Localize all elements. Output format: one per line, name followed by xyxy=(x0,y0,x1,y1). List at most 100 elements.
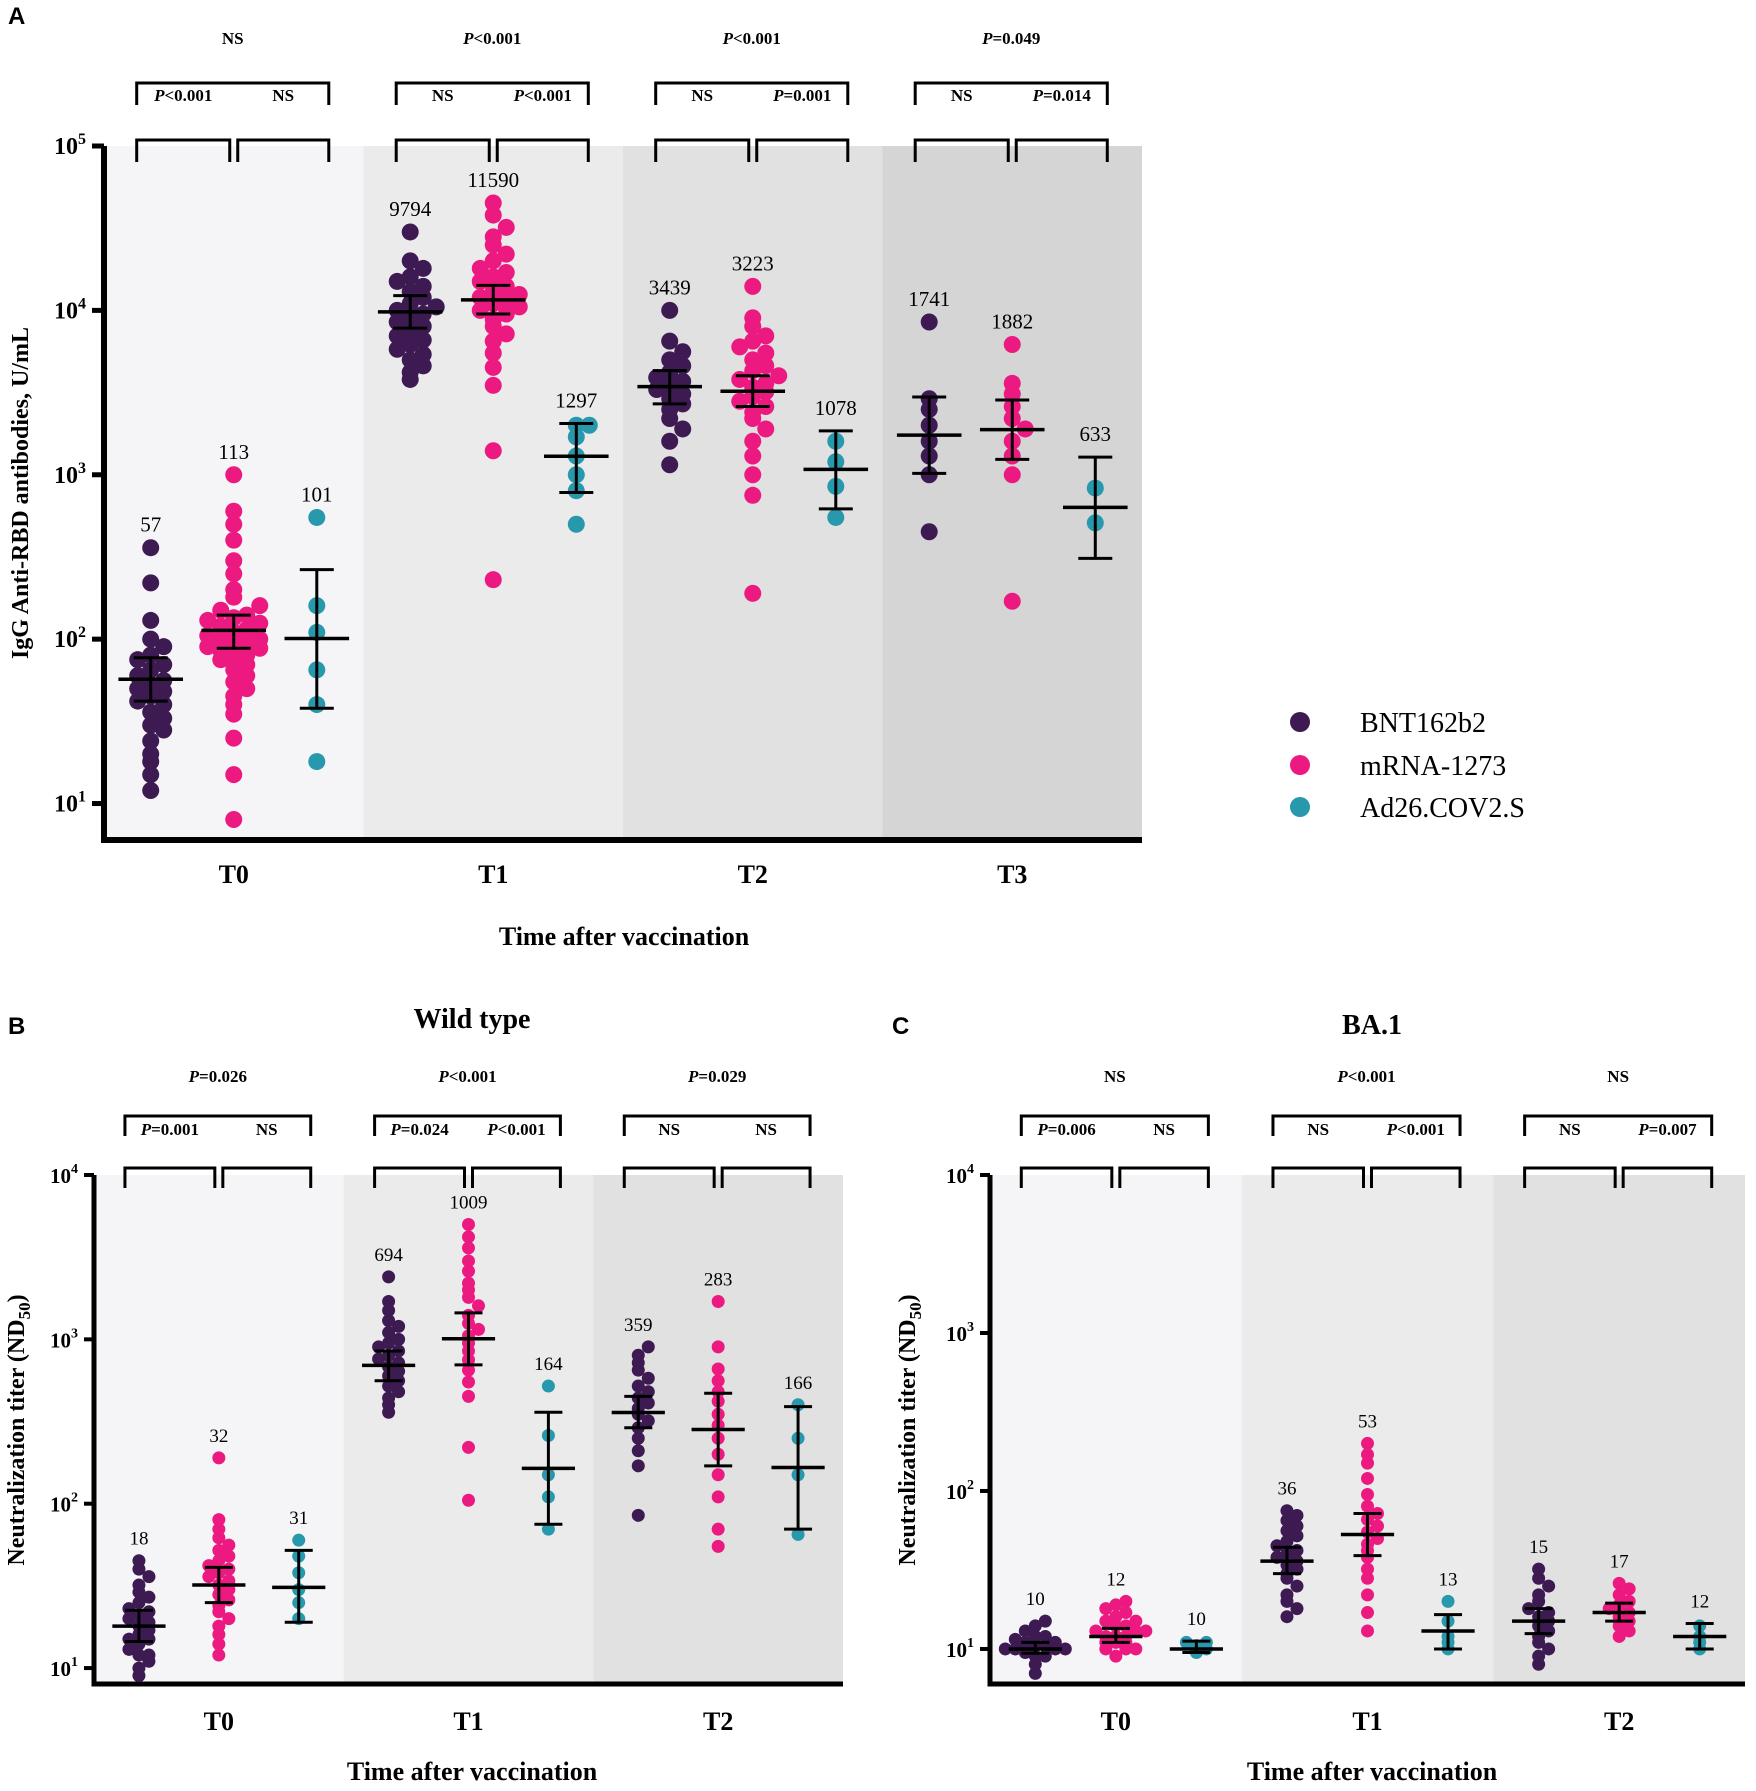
data-point xyxy=(661,332,679,350)
data-point xyxy=(1280,1504,1294,1518)
p-value-right-pair: NS xyxy=(256,1120,278,1139)
panel-b-t1-bnt162b2-series: 694 xyxy=(362,1245,416,1419)
data-point xyxy=(199,611,217,629)
panel-b-t0-ad26-cov2-s-series: 31 xyxy=(272,1508,326,1626)
data-point xyxy=(462,1264,475,1278)
data-point xyxy=(567,515,585,533)
data-point xyxy=(292,1533,306,1547)
p-value-overall: NS xyxy=(222,29,244,48)
p-value-left-pair: P=0.024 xyxy=(389,1120,449,1139)
data-point xyxy=(631,1508,645,1522)
legend: BNT162b2 mRNA-1273 Ad26.COV2.S xyxy=(1290,708,1525,824)
data-point xyxy=(1622,1594,1636,1608)
data-point xyxy=(1361,1499,1374,1513)
data-point xyxy=(414,317,432,335)
panel-b-y-axis-label: Neutralization titer (ND50) xyxy=(4,1294,34,1565)
data-point xyxy=(484,344,502,362)
data-point xyxy=(1003,336,1021,354)
gm-value-label: 1009 xyxy=(450,1192,488,1213)
gm-value-label: 3223 xyxy=(732,251,774,275)
data-point xyxy=(1371,1519,1384,1533)
data-point xyxy=(382,1314,396,1328)
gm-value-label: 1078 xyxy=(815,396,857,420)
data-point xyxy=(132,1578,146,1592)
data-point xyxy=(142,745,160,763)
data-point xyxy=(142,732,160,750)
data-point xyxy=(631,1379,645,1393)
data-point xyxy=(1532,1588,1546,1602)
data-point xyxy=(711,1468,725,1482)
panel-a-ytick-label-0: 101 xyxy=(54,789,86,818)
data-point xyxy=(472,1322,485,1336)
data-point xyxy=(129,651,147,669)
panel-b-t1-ad26-cov2-s-series: 164 xyxy=(521,1354,575,1536)
data-point xyxy=(1028,1666,1042,1680)
p-value-right-pair: P=0.001 xyxy=(772,86,831,105)
data-point xyxy=(711,1374,725,1388)
data-point xyxy=(1361,1606,1374,1620)
data-point xyxy=(212,1543,226,1557)
gm-value-label: 633 xyxy=(1080,422,1112,446)
data-point xyxy=(497,264,515,282)
data-point xyxy=(920,313,938,331)
data-point xyxy=(462,1375,475,1389)
data-point xyxy=(212,1522,226,1536)
data-point xyxy=(462,1493,475,1507)
panel-a-y-axis-label: IgG Anti-RBD antibodies, U/mL xyxy=(8,327,34,659)
gm-value-label: 13 xyxy=(1439,1569,1458,1590)
data-point xyxy=(510,298,528,316)
data-point xyxy=(388,327,406,345)
data-point xyxy=(1290,1602,1304,1616)
panel-c-ytick-label-1: 102 xyxy=(946,1478,974,1504)
data-point xyxy=(1119,1606,1133,1620)
data-point xyxy=(484,194,502,212)
data-point xyxy=(1361,1471,1374,1485)
data-point xyxy=(541,1379,555,1393)
data-point xyxy=(462,1389,475,1403)
panel-c-x-axis-label: Time after vaccination xyxy=(1247,1757,1498,1786)
data-point xyxy=(744,486,762,504)
data-point xyxy=(1109,1598,1123,1612)
data-point xyxy=(1028,1629,1042,1643)
panel-b-xcat-t0: T0 xyxy=(204,1707,234,1736)
data-point xyxy=(1532,1649,1546,1663)
data-point xyxy=(744,466,762,484)
p-value-overall: P<0.001 xyxy=(462,29,521,48)
gm-value-label: 11590 xyxy=(467,168,519,192)
gm-value-label: 101 xyxy=(301,482,333,506)
panel-a-ytick-label-1: 102 xyxy=(54,624,86,653)
p-value-right-pair: P=0.014 xyxy=(1032,86,1092,105)
p-value-left-pair: P<0.001 xyxy=(153,86,212,105)
bracket-overall xyxy=(394,81,590,105)
data-point xyxy=(1542,1642,1556,1656)
data-point xyxy=(132,1554,146,1568)
data-point xyxy=(1028,1619,1042,1633)
panel-c-t2-mrna-1273-series: 17 xyxy=(1592,1551,1646,1643)
panel-b-t2-ad26-cov2-s-series: 166 xyxy=(771,1373,825,1541)
data-point xyxy=(382,1326,396,1340)
data-point xyxy=(641,1396,655,1410)
data-point xyxy=(471,288,489,306)
data-point xyxy=(142,539,160,557)
bracket-right-pair xyxy=(755,138,850,162)
data-point xyxy=(382,1294,396,1308)
data-point xyxy=(744,309,762,327)
legend-label-ad26: Ad26.COV2.S xyxy=(1360,793,1525,824)
data-point xyxy=(920,523,938,541)
data-point xyxy=(744,277,762,295)
data-point xyxy=(225,766,243,784)
bracket-overall xyxy=(913,81,1109,105)
data-point xyxy=(1003,592,1021,610)
data-point xyxy=(471,259,489,277)
data-point xyxy=(372,1352,386,1366)
data-point xyxy=(132,1648,146,1662)
data-point xyxy=(388,340,406,358)
data-point xyxy=(225,565,243,583)
panel-a-t3-bnt162b2-series: 1741 xyxy=(896,287,962,541)
data-point xyxy=(1361,1487,1374,1501)
data-point xyxy=(484,571,502,589)
panel-a-bracket-t0: P<0.001 NS NS xyxy=(135,29,331,162)
data-point xyxy=(225,729,243,747)
data-point xyxy=(711,1385,725,1399)
data-point xyxy=(392,1332,406,1346)
